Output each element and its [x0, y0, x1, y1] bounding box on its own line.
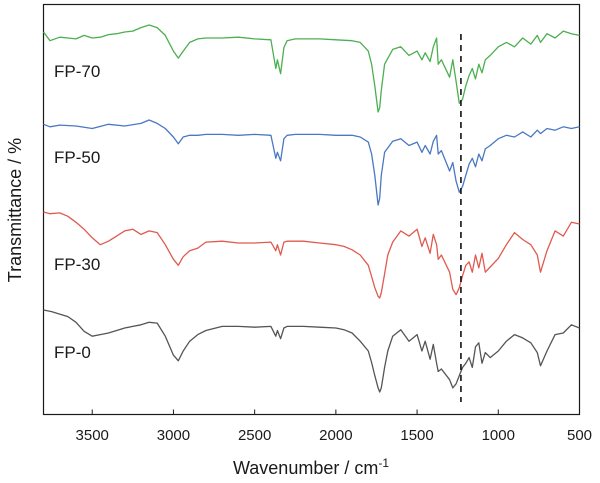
series-line-fp-50	[43, 119, 580, 206]
x-tick-label-3500: 3500	[76, 427, 109, 444]
series-labels: FP-70 FP-50 FP-30 FP-0	[54, 62, 100, 362]
x-axis-ticks: 3500 3000 2500 2000 1500 1000 500	[76, 409, 592, 444]
x-axis-title-superscript: -1	[378, 456, 389, 470]
x-axis-title: Wavenumber / cm-1	[233, 456, 389, 478]
x-tick-label-1000: 1000	[482, 427, 515, 444]
x-tick-label-2500: 2500	[238, 427, 271, 444]
series-line-fp-70	[42, 24, 580, 113]
x-tick-label-2000: 2000	[319, 427, 352, 444]
plot-frame	[42, 3, 581, 416]
x-tick-label-500: 500	[567, 427, 592, 444]
series-line-fp-30	[43, 211, 580, 299]
series-label-fp-0: FP-0	[54, 343, 91, 362]
x-tick-label-3000: 3000	[157, 427, 190, 444]
series-line-fp-0	[43, 309, 580, 393]
series-label-fp-30: FP-30	[54, 255, 100, 274]
x-tick-label-1500: 1500	[400, 427, 433, 444]
spectra-traces	[42, 24, 580, 393]
series-label-fp-50: FP-50	[54, 148, 100, 167]
y-axis-title: Transmittance / %	[5, 138, 25, 282]
series-label-fp-70: FP-70	[54, 62, 100, 81]
